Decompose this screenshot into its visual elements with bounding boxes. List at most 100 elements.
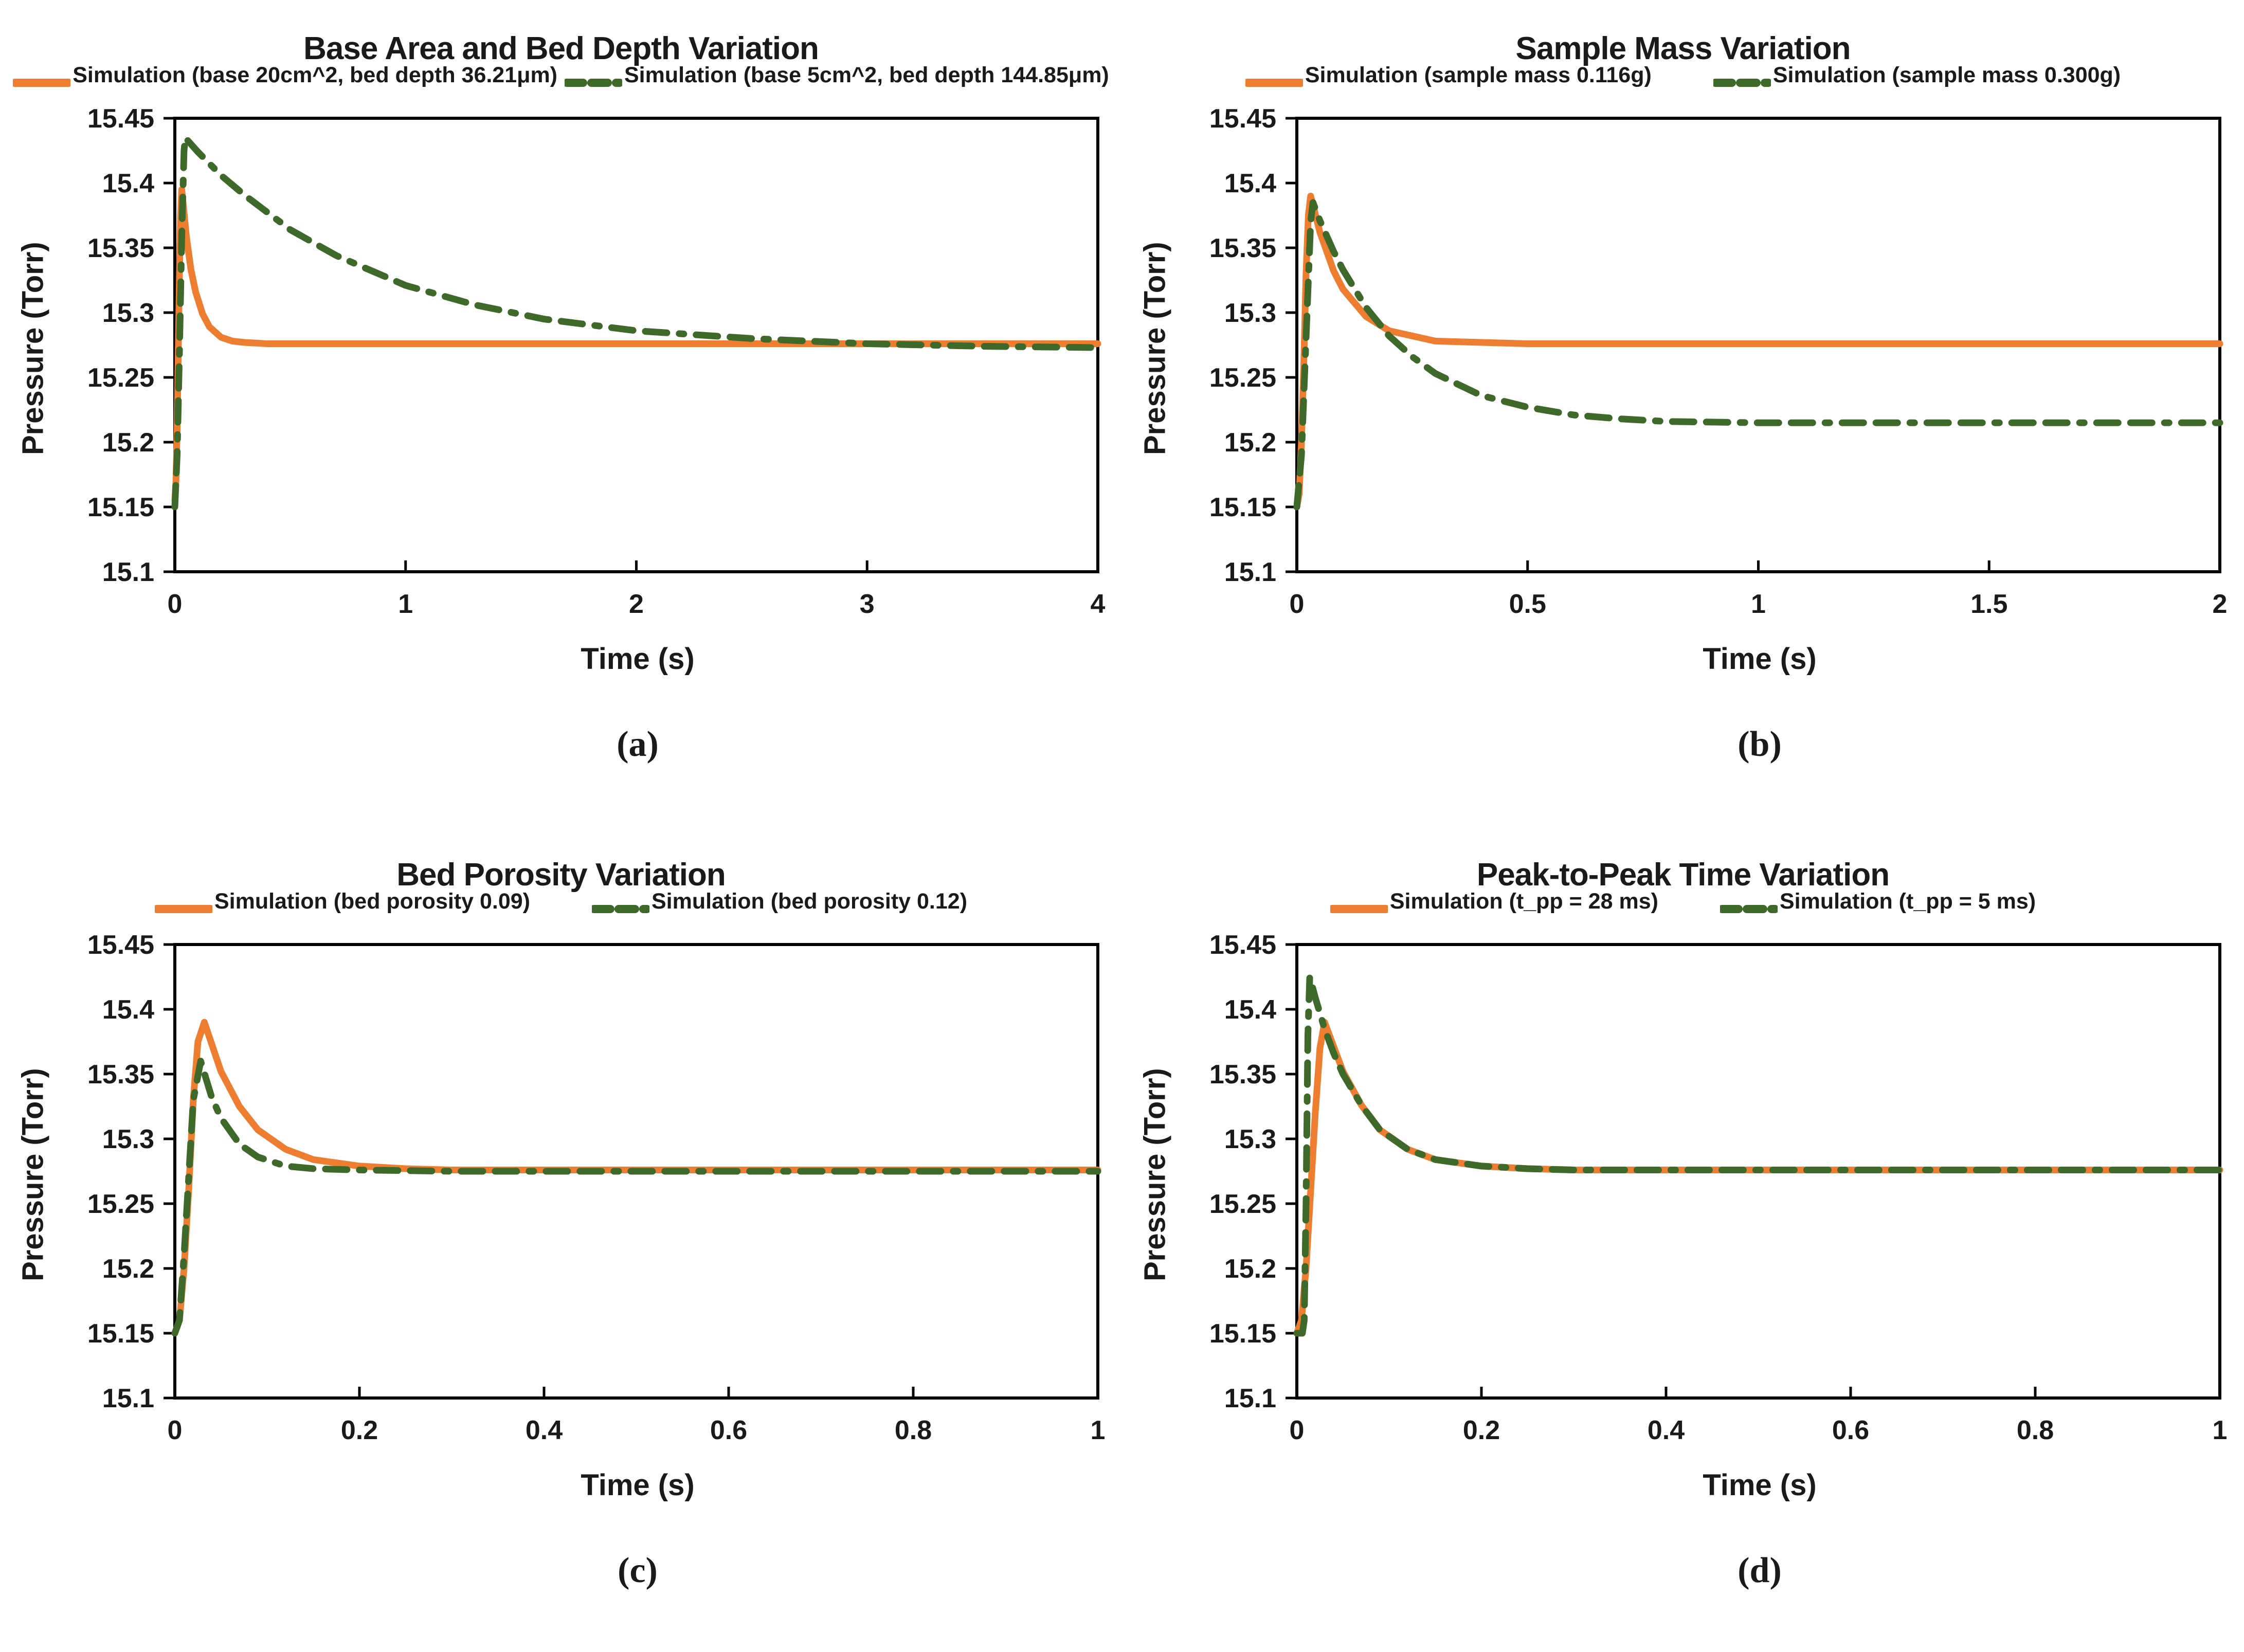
svg-text:15.25: 15.25	[1209, 1189, 1276, 1219]
legend-line-dashed-icon	[590, 896, 652, 913]
svg-text:3: 3	[860, 589, 875, 619]
svg-text:0: 0	[168, 1415, 183, 1445]
svg-text:0.5: 0.5	[1509, 589, 1546, 619]
svg-text:15.35: 15.35	[87, 1060, 154, 1090]
x-axis-label: Time (s)	[581, 642, 695, 676]
legend-line-solid-icon	[11, 69, 73, 87]
svg-text:15.2: 15.2	[1224, 1254, 1276, 1284]
svg-text:2: 2	[2213, 589, 2228, 619]
legend: Simulation (bed porosity 0.09) Simulatio…	[0, 889, 1122, 914]
legend-line-solid-icon	[1328, 896, 1390, 913]
x-axis-label: Time (s)	[581, 1468, 695, 1502]
chart-title: Sample Mass Variation	[1515, 31, 1851, 67]
chart-plot: 15.1 15.15 15.2 15.25 15.3 15.35 15.4 15.45 0 0.2…	[87, 935, 1106, 1445]
panel-label: (d)	[1738, 1551, 1782, 1590]
chart-title: Bed Porosity Variation	[396, 857, 726, 893]
legend-label: Simulation (bed porosity 0.09)	[214, 889, 530, 914]
svg-text:0.6: 0.6	[1832, 1415, 1869, 1445]
svg-text:15.35: 15.35	[87, 233, 154, 263]
svg-text:1.5: 1.5	[1970, 589, 2007, 619]
svg-text:15.4: 15.4	[1224, 995, 1276, 1025]
svg-text:15.1: 15.1	[102, 1384, 154, 1413]
svg-text:0.8: 0.8	[895, 1415, 932, 1445]
svg-text:15.2: 15.2	[102, 428, 154, 458]
svg-text:15.45: 15.45	[87, 935, 154, 960]
svg-text:15.4: 15.4	[102, 169, 154, 198]
legend-label: Simulation (sample mass 0.116g)	[1305, 63, 1652, 87]
svg-text:15.2: 15.2	[1224, 428, 1276, 458]
svg-text:15.4: 15.4	[1224, 169, 1276, 198]
svg-text:15.4: 15.4	[102, 995, 154, 1025]
svg-text:15.3: 15.3	[1224, 1124, 1276, 1154]
legend: Simulation (base 20cm^2, bed depth 36.21…	[0, 63, 1122, 88]
svg-text:15.35: 15.35	[1209, 233, 1276, 263]
legend-label: Simulation (base 20cm^2, bed depth 36.21…	[73, 63, 557, 87]
svg-text:15.15: 15.15	[1209, 493, 1276, 522]
svg-text:15.25: 15.25	[87, 1189, 154, 1219]
chart-title: Base Area and Bed Depth Variation	[303, 31, 819, 67]
svg-text:1: 1	[1751, 589, 1766, 619]
chart-plot: 15.1 15.15 15.2 15.25 15.3 15.35 15.4 15.45 0 0.5…	[1209, 109, 2228, 619]
svg-text:0.6: 0.6	[710, 1415, 747, 1445]
legend-label: Simulation (bed porosity 0.12)	[652, 889, 968, 914]
panel-d: Peak-to-Peak Time Variation Simulation (…	[1122, 826, 2244, 1652]
svg-text:0: 0	[168, 589, 183, 619]
svg-text:0: 0	[1290, 589, 1305, 619]
svg-text:15.2: 15.2	[102, 1254, 154, 1284]
legend-label: Simulation (base 5cm^2, bed depth 144.85…	[624, 63, 1109, 87]
svg-text:0.4: 0.4	[1648, 1415, 1685, 1445]
legend-label: Simulation (t_pp = 5 ms)	[1779, 889, 2036, 914]
legend-line-dashed-icon	[563, 69, 624, 87]
legend-line-dashed-icon	[1717, 896, 1780, 913]
legend-label: Simulation (sample mass 0.300g)	[1772, 63, 2121, 87]
chart-plot: 15.1 15.15 15.2 15.25 15.3 15.35 15.4 15.45 0 1 2 3…	[87, 109, 1106, 619]
svg-text:15.3: 15.3	[102, 1124, 154, 1154]
svg-text:15.3: 15.3	[1224, 298, 1276, 328]
legend-line-dashed-icon	[1711, 69, 1773, 87]
svg-text:1: 1	[2213, 1415, 2228, 1445]
svg-text:15.35: 15.35	[1209, 1060, 1276, 1090]
panel-a: Base Area and Bed Depth Variation Simula…	[0, 0, 1122, 826]
svg-text:15.1: 15.1	[1224, 557, 1276, 587]
svg-text:15.15: 15.15	[87, 493, 154, 522]
svg-text:0: 0	[1290, 1415, 1305, 1445]
svg-text:0.4: 0.4	[526, 1415, 563, 1445]
panel-label: (c)	[618, 1551, 658, 1590]
panel-label: (a)	[617, 724, 659, 764]
panel-b: Sample Mass Variation Simulation (sample…	[1122, 0, 2244, 826]
x-axis-label: Time (s)	[1703, 642, 1817, 676]
x-axis-label: Time (s)	[1703, 1468, 1817, 1502]
legend-line-solid-icon	[1243, 69, 1305, 87]
svg-text:15.45: 15.45	[87, 109, 154, 134]
svg-text:15.15: 15.15	[87, 1319, 154, 1349]
svg-text:15.25: 15.25	[87, 363, 154, 393]
legend-item: Simulation (bed porosity 0.09)	[152, 889, 530, 914]
legend-item: Simulation (base 20cm^2, bed depth 36.21…	[11, 63, 557, 88]
svg-text:0.2: 0.2	[1463, 1415, 1500, 1445]
svg-text:15.3: 15.3	[102, 298, 154, 328]
panel-c: Bed Porosity Variation Simulation (bed p…	[0, 826, 1122, 1652]
svg-text:2: 2	[629, 589, 644, 619]
legend-label: Simulation (t_pp = 28 ms)	[1389, 889, 1658, 914]
svg-text:15.45: 15.45	[1209, 109, 1276, 134]
legend-item: Simulation (t_pp = 5 ms)	[1717, 889, 2036, 914]
chart-title: Peak-to-Peak Time Variation	[1476, 857, 1890, 893]
panel-label: (b)	[1738, 724, 1782, 764]
legend-item: Simulation (sample mass 0.300g)	[1711, 63, 2121, 88]
svg-text:15.15: 15.15	[1209, 1319, 1276, 1349]
svg-text:15.1: 15.1	[1224, 1384, 1276, 1413]
svg-text:15.45: 15.45	[1209, 935, 1276, 960]
legend: Simulation (sample mass 0.116g) Simulati…	[1122, 63, 2244, 88]
legend-item: Simulation (t_pp = 28 ms)	[1328, 889, 1658, 914]
legend-item: Simulation (bed porosity 0.12)	[590, 889, 968, 914]
chart-plot: 15.1 15.15 15.2 15.25 15.3 15.35 15.4 15.45 0 0.2…	[1209, 935, 2228, 1445]
svg-text:1: 1	[398, 589, 413, 619]
svg-text:1: 1	[1091, 1415, 1106, 1445]
svg-text:0.2: 0.2	[341, 1415, 378, 1445]
legend-item: Simulation (sample mass 0.116g)	[1243, 63, 1652, 88]
svg-text:15.25: 15.25	[1209, 363, 1276, 393]
svg-text:15.1: 15.1	[102, 557, 154, 587]
svg-text:0.8: 0.8	[2017, 1415, 2054, 1445]
legend-line-solid-icon	[152, 896, 214, 913]
